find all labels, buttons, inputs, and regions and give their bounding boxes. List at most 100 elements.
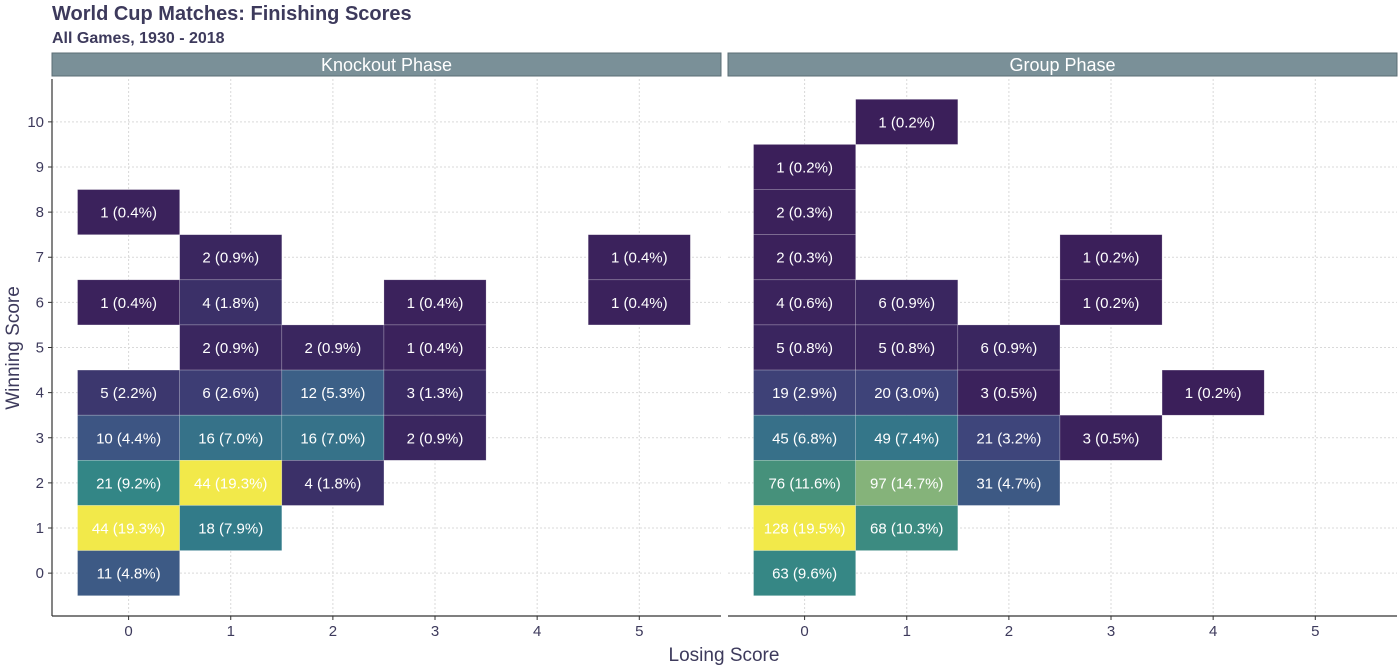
x-tick-label: 2 (1005, 623, 1013, 640)
heatmap-cell (753, 144, 856, 190)
cell-label: 68 (10.3%) (870, 521, 943, 538)
heatmap-cell (77, 505, 180, 551)
heatmap-cell (957, 369, 1061, 416)
heatmap-cell (77, 460, 180, 506)
x-tick-label: 3 (431, 623, 439, 640)
heatmap-cell (957, 460, 1061, 506)
cell-label: 12 (5.3%) (300, 385, 365, 402)
heatmap-cell (753, 550, 856, 596)
heatmap-cell (753, 460, 856, 506)
heatmap-cell (1161, 369, 1265, 416)
heatmap-cell (1059, 414, 1163, 461)
heatmap-cell (1059, 234, 1163, 281)
cell-label: 16 (7.0%) (300, 430, 365, 447)
heatmap-cell (587, 279, 691, 326)
cell-label: 2 (0.9%) (202, 250, 259, 267)
cell-label: 1 (0.4%) (100, 295, 157, 312)
cell-label: 76 (11.6%) (768, 475, 840, 492)
cell-label: 21 (9.2%) (96, 475, 161, 492)
heatmap-cell (855, 369, 959, 416)
x-tick-label: 1 (227, 623, 235, 640)
heatmap-cell (855, 99, 959, 145)
x-tick-label: 0 (800, 623, 808, 640)
cell-label: 6 (0.9%) (878, 295, 935, 312)
heatmap-cell (753, 369, 856, 416)
y-tick-label: 5 (36, 340, 44, 357)
cell-label: 1 (0.2%) (878, 114, 935, 131)
cell-label: 2 (0.9%) (305, 340, 362, 357)
chart-title: World Cup Matches: Finishing Scores (52, 3, 412, 25)
heatmap-cell (1059, 279, 1163, 326)
cell-label: 44 (19.3%) (194, 475, 267, 492)
cell-label: 1 (0.2%) (1083, 295, 1140, 312)
cell-label: 3 (0.5%) (981, 385, 1038, 402)
cell-label: 128 (19.5%) (764, 521, 846, 538)
y-tick-label: 4 (36, 385, 44, 402)
cell-label: 5 (2.2%) (100, 385, 157, 402)
cell-label: 5 (0.8%) (878, 340, 935, 357)
cell-label: 1 (0.4%) (611, 250, 668, 267)
cell-label: 2 (0.3%) (776, 250, 833, 267)
heatmap-cell (179, 369, 283, 416)
facet-strip (727, 52, 1398, 77)
y-tick-label: 10 (27, 114, 44, 131)
facet-panel-0: Knockout Phase 0 1 2 3 4 5 0 1 2 3 4 5 6 7 8 9 10 1 (0.4%)… (27, 52, 722, 640)
cell-label: 19 (2.9%) (772, 385, 837, 402)
x-tick-label: 2 (329, 623, 337, 640)
x-tick-label: 1 (903, 623, 911, 640)
heatmap-cell (179, 414, 283, 461)
heatmap-cell (179, 505, 283, 551)
heatmap-cell (855, 414, 959, 461)
heatmap-cell (855, 279, 959, 326)
cell-label: 31 (4.7%) (976, 475, 1041, 492)
heatmap-cell (281, 460, 385, 506)
cell-label: 49 (7.4%) (874, 430, 939, 447)
heatmap-cell (77, 369, 180, 416)
y-tick-label: 7 (36, 249, 44, 266)
cell-label: 6 (0.9%) (981, 340, 1038, 357)
heatmap-cell (179, 460, 283, 506)
facet-strip-label: Knockout Phase (321, 55, 452, 75)
cell-label: 20 (3.0%) (874, 385, 939, 402)
heatmap-cell (383, 369, 487, 416)
y-tick-label: 8 (36, 204, 44, 221)
cell-label: 2 (0.9%) (407, 430, 464, 447)
y-tick-label: 1 (36, 520, 44, 537)
cell-label: 4 (0.6%) (776, 295, 833, 312)
cell-label: 21 (3.2%) (976, 430, 1041, 447)
chart-subtitle: All Games, 1930 - 2018 (52, 30, 225, 47)
heatmap-cell (77, 189, 180, 235)
heatmap-cell (383, 324, 487, 371)
cell-label: 11 (4.8%) (97, 566, 161, 583)
y-tick-label: 3 (36, 430, 44, 447)
x-tick-label: 0 (124, 623, 132, 640)
facet-strip (51, 52, 722, 77)
heatmap-cell (281, 324, 385, 371)
cell-label: 1 (0.2%) (1083, 250, 1140, 267)
x-tick-label: 4 (533, 623, 541, 640)
cell-label: 2 (0.3%) (776, 205, 833, 222)
y-tick-label: 9 (36, 159, 44, 176)
cell-label: 1 (0.4%) (100, 205, 157, 222)
cell-label: 1 (0.2%) (776, 159, 833, 176)
cell-label: 4 (1.8%) (202, 295, 259, 312)
y-tick-label: 2 (36, 475, 44, 492)
heatmap-cell (179, 324, 283, 371)
x-tick-label: 5 (635, 623, 643, 640)
cell-label: 45 (6.8%) (772, 430, 837, 447)
cell-label: 97 (14.7%) (870, 475, 943, 492)
cell-label: 5 (0.8%) (776, 340, 833, 357)
cell-label: 1 (0.4%) (611, 295, 668, 312)
cell-label: 44 (19.3%) (92, 521, 165, 538)
heatmap-cell (281, 369, 385, 416)
facet-strip-label: Group Phase (1009, 55, 1115, 75)
heatmap-cell (77, 550, 180, 596)
y-axis-title: Winning Score (3, 286, 24, 410)
heatmap-cell (957, 324, 1061, 371)
heatmap-cell (179, 279, 283, 326)
facet-panel-1: Group Phase 0 1 2 3 4 5 1 (0.2%) 1 (0.2%) 2 (0.3%… (727, 52, 1398, 640)
cell-label: 2 (0.9%) (202, 340, 259, 357)
x-tick-label: 5 (1311, 623, 1319, 640)
